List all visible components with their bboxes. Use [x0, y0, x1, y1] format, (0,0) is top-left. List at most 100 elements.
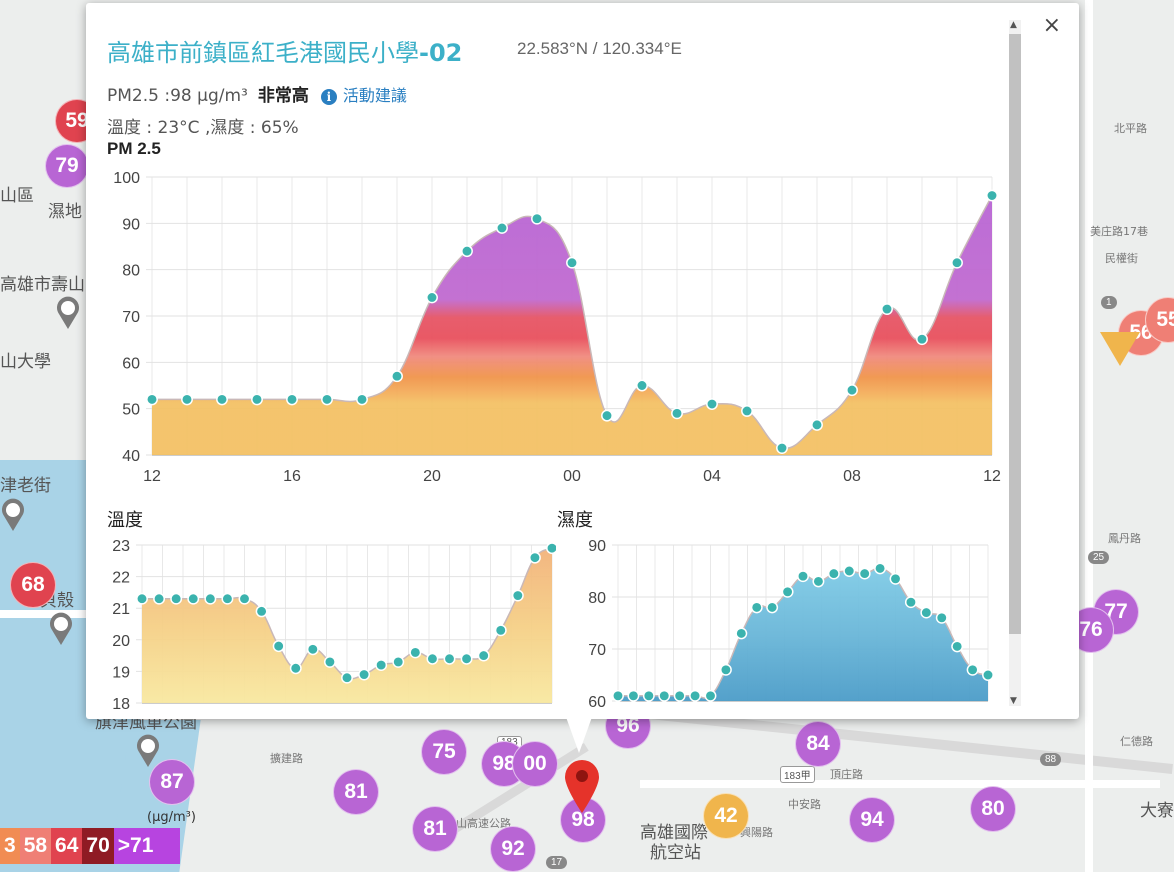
- data-point[interactable]: [920, 606, 933, 619]
- data-point[interactable]: [735, 627, 748, 640]
- data-point[interactable]: [272, 640, 285, 653]
- aqi-station-marker[interactable]: 92: [490, 826, 536, 872]
- temperature-chart[interactable]: 18 19 20 21 22 23: [86, 533, 556, 713]
- data-point[interactable]: [255, 605, 268, 618]
- data-point[interactable]: [251, 393, 263, 406]
- data-point[interactable]: [477, 649, 490, 662]
- warning-triangle-icon[interactable]: [1100, 330, 1140, 368]
- data-point[interactable]: [642, 689, 655, 702]
- data-point[interactable]: [204, 592, 217, 605]
- data-point[interactable]: [612, 689, 624, 702]
- data-point[interactable]: [986, 189, 998, 202]
- data-point[interactable]: [776, 442, 788, 454]
- data-point[interactable]: [136, 592, 148, 605]
- data-point[interactable]: [811, 418, 823, 431]
- data-point[interactable]: [496, 222, 508, 234]
- humidity-chart[interactable]: 60 70 80 90: [546, 533, 1010, 713]
- data-point[interactable]: [289, 662, 302, 675]
- scroll-up-arrow-icon[interactable]: ▲: [1010, 20, 1017, 30]
- data-point[interactable]: [286, 393, 298, 406]
- data-point[interactable]: [187, 592, 200, 605]
- data-point[interactable]: [951, 256, 963, 269]
- data-point[interactable]: [511, 589, 524, 602]
- data-point[interactable]: [627, 689, 640, 702]
- data-point[interactable]: [531, 212, 543, 225]
- aqi-station-marker[interactable]: 80: [970, 786, 1016, 832]
- data-point[interactable]: [461, 245, 473, 258]
- data-point[interactable]: [528, 551, 541, 564]
- aqi-station-marker[interactable]: 94: [849, 797, 895, 843]
- scroll-down-arrow-icon[interactable]: ▼: [1010, 696, 1017, 706]
- aqi-station-marker[interactable]: 79: [45, 144, 89, 188]
- data-point[interactable]: [460, 652, 473, 665]
- data-point[interactable]: [935, 611, 948, 624]
- data-point[interactable]: [843, 565, 856, 577]
- data-point[interactable]: [827, 567, 840, 580]
- data-point[interactable]: [321, 393, 333, 406]
- data-point[interactable]: [146, 393, 158, 406]
- data-point[interactable]: [916, 333, 928, 346]
- data-point[interactable]: [216, 393, 228, 406]
- data-point[interactable]: [904, 596, 917, 609]
- data-point[interactable]: [443, 652, 456, 665]
- data-point[interactable]: [170, 592, 183, 605]
- data-point[interactable]: [546, 542, 556, 555]
- data-point[interactable]: [982, 669, 994, 681]
- location-pin-icon[interactable]: [563, 758, 601, 814]
- data-point[interactable]: [750, 601, 763, 614]
- data-point[interactable]: [426, 652, 439, 665]
- data-point[interactable]: [153, 592, 166, 605]
- aqi-station-marker[interactable]: 00: [512, 741, 558, 787]
- data-point[interactable]: [391, 370, 403, 383]
- info-icon[interactable]: i: [320, 89, 337, 105]
- station-pin-icon[interactable]: [135, 734, 161, 768]
- data-point[interactable]: [881, 303, 893, 316]
- data-point[interactable]: [951, 640, 964, 653]
- station-pin-icon[interactable]: [0, 498, 26, 532]
- data-point[interactable]: [797, 570, 809, 583]
- data-point[interactable]: [601, 409, 613, 422]
- data-point[interactable]: [221, 592, 234, 605]
- data-point[interactable]: [426, 291, 438, 304]
- data-point[interactable]: [494, 624, 507, 637]
- close-button[interactable]: ×: [1042, 13, 1061, 38]
- activity-advice-link[interactable]: 活動建議: [342, 86, 407, 105]
- data-point[interactable]: [706, 398, 718, 410]
- scroll-thumb[interactable]: [1009, 34, 1021, 634]
- data-point[interactable]: [673, 689, 686, 702]
- data-point[interactable]: [846, 384, 858, 397]
- station-pin-icon[interactable]: [55, 296, 81, 330]
- data-point[interactable]: [719, 663, 732, 676]
- data-point[interactable]: [741, 405, 753, 417]
- data-point[interactable]: [889, 572, 902, 585]
- data-point[interactable]: [704, 689, 717, 702]
- data-point[interactable]: [181, 393, 193, 406]
- aqi-station-marker[interactable]: 81: [333, 769, 379, 815]
- data-point[interactable]: [766, 601, 779, 614]
- data-point[interactable]: [689, 689, 702, 702]
- data-point[interactable]: [658, 689, 671, 702]
- data-point[interactable]: [812, 575, 825, 588]
- aqi-station-marker[interactable]: 81: [412, 806, 458, 852]
- aqi-station-marker[interactable]: 87: [149, 759, 195, 805]
- station-pin-icon[interactable]: [48, 612, 74, 646]
- data-point[interactable]: [636, 379, 648, 392]
- data-point[interactable]: [781, 585, 794, 598]
- data-point[interactable]: [323, 655, 336, 668]
- data-point[interactable]: [966, 663, 979, 676]
- popup-scrollbar[interactable]: ▲ ▼: [1009, 20, 1021, 706]
- data-point[interactable]: [671, 407, 683, 420]
- data-point[interactable]: [566, 256, 578, 269]
- aqi-station-marker[interactable]: 68: [10, 562, 56, 608]
- pm25-chart[interactable]: 40 50 60 70 80 90 100 12 16 20 00 04 08 12: [86, 163, 1006, 493]
- aqi-station-marker[interactable]: 84: [795, 721, 841, 767]
- data-point[interactable]: [858, 567, 871, 580]
- data-point[interactable]: [358, 668, 371, 681]
- data-point[interactable]: [341, 671, 353, 684]
- aqi-station-marker[interactable]: 42: [703, 793, 749, 839]
- data-point[interactable]: [356, 393, 368, 406]
- data-point[interactable]: [392, 655, 405, 668]
- data-point[interactable]: [409, 646, 422, 659]
- aqi-station-marker[interactable]: 75: [421, 729, 467, 775]
- data-point[interactable]: [874, 562, 887, 575]
